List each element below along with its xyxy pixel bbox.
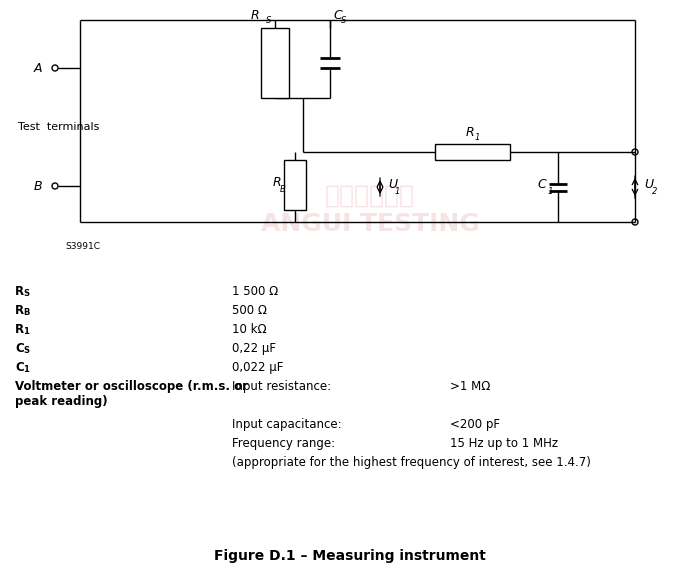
Text: R: R xyxy=(272,176,281,188)
Text: 10 kΩ: 10 kΩ xyxy=(232,323,267,336)
Text: 1: 1 xyxy=(23,327,29,336)
Text: A: A xyxy=(34,61,42,75)
Text: R: R xyxy=(466,126,474,139)
Text: Figure D.1 – Measuring instrument: Figure D.1 – Measuring instrument xyxy=(214,549,486,563)
Text: R: R xyxy=(15,304,24,317)
Text: B: B xyxy=(34,180,42,192)
Bar xyxy=(261,28,289,98)
Text: >1 MΩ: >1 MΩ xyxy=(450,380,491,393)
Bar xyxy=(284,160,306,210)
Text: 0,022 μF: 0,022 μF xyxy=(232,361,284,374)
Text: R: R xyxy=(15,323,24,336)
Text: 1 500 Ω: 1 500 Ω xyxy=(232,285,279,298)
Text: <200 pF: <200 pF xyxy=(450,418,500,431)
Bar xyxy=(435,144,510,160)
Text: S: S xyxy=(341,16,346,25)
Text: (appropriate for the highest frequency of interest, see 1.4.7): (appropriate for the highest frequency o… xyxy=(232,456,591,469)
Text: B: B xyxy=(280,186,286,195)
Text: S: S xyxy=(23,289,29,298)
Text: 1: 1 xyxy=(23,365,29,374)
Text: 2: 2 xyxy=(652,187,657,195)
Text: U: U xyxy=(644,177,653,191)
Text: B: B xyxy=(23,308,29,317)
Text: Input resistance:: Input resistance: xyxy=(232,380,331,393)
Text: 1: 1 xyxy=(395,187,400,195)
Text: R: R xyxy=(251,9,259,22)
Text: C: C xyxy=(538,177,546,191)
Text: S: S xyxy=(266,16,272,25)
Text: Test  terminals: Test terminals xyxy=(18,122,99,132)
Text: C: C xyxy=(15,361,24,374)
Text: C: C xyxy=(333,9,342,22)
Text: U: U xyxy=(388,177,397,191)
Text: 500 Ω: 500 Ω xyxy=(232,304,267,317)
Text: C: C xyxy=(15,342,24,355)
Text: R: R xyxy=(15,285,24,298)
Text: S3991C: S3991C xyxy=(65,242,100,251)
Text: 15 Hz up to 1 MHz: 15 Hz up to 1 MHz xyxy=(450,437,558,450)
Text: Frequency range:: Frequency range: xyxy=(232,437,335,450)
Text: Input capacitance:: Input capacitance: xyxy=(232,418,342,431)
Text: 1: 1 xyxy=(475,133,480,142)
Text: 0,22 μF: 0,22 μF xyxy=(232,342,276,355)
Text: Voltmeter or oscilloscope (r.m.s. or
peak reading): Voltmeter or oscilloscope (r.m.s. or pea… xyxy=(15,380,248,408)
Text: 东莞安规检测
ANGUI TESTING: 东莞安规检测 ANGUI TESTING xyxy=(260,184,480,236)
Text: S: S xyxy=(23,346,29,355)
Text: 1: 1 xyxy=(547,187,553,195)
